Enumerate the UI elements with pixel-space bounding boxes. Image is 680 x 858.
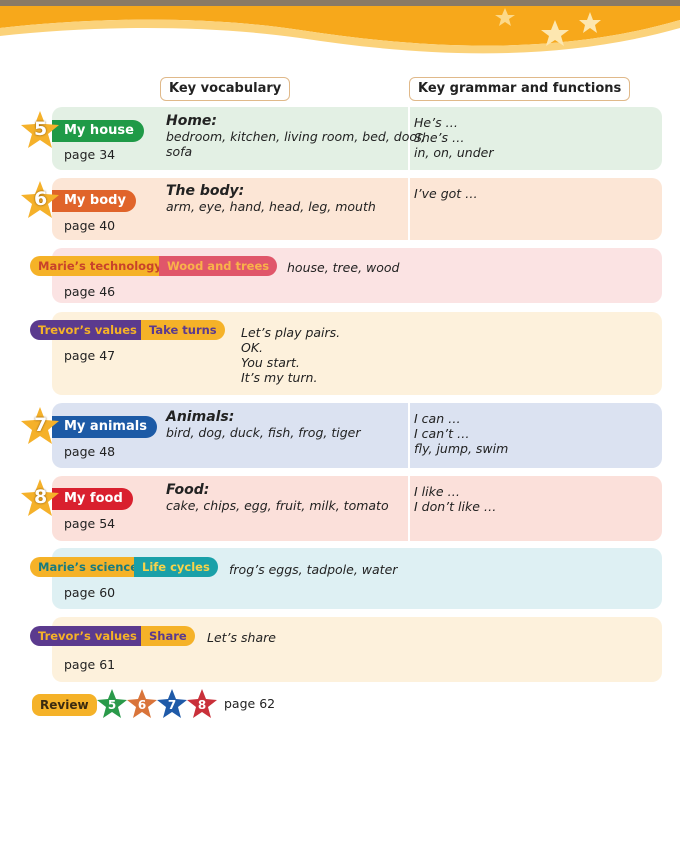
unit-page: page 46 <box>64 284 116 299</box>
grammar-cell: I like … I don’t like … <box>414 484 496 514</box>
marie-science-row: page 60 frog’s eggs, tadpole, water <box>52 548 662 609</box>
unit-number: 6 <box>34 188 48 210</box>
section-label[interactable]: Trevor’s values <box>30 626 145 646</box>
unit-7-row: page 48 Animals: bird, dog, duck, fish, … <box>52 403 662 468</box>
grammar-cell: I can … I can’t … fly, jump, swim <box>414 411 508 456</box>
unit-number: 5 <box>34 118 48 140</box>
unit-title-badge[interactable]: My body <box>52 190 136 212</box>
function-line: Let’s share <box>207 630 276 645</box>
vocab-topic: Food: <box>166 482 210 498</box>
unit-5-row: page 34 Home: bedroom, kitchen, living r… <box>52 107 662 170</box>
grammar-cell: I’ve got … <box>414 186 478 201</box>
vocab-words: house, tree, wood <box>287 260 400 275</box>
star-icon-8 <box>187 689 217 718</box>
section-label[interactable]: Marie’s science <box>30 557 147 577</box>
column-divider <box>408 476 410 541</box>
unit-title-badge[interactable]: My animals <box>52 416 157 438</box>
star-icon <box>495 8 515 26</box>
vocab-cell: Animals: bird, dog, duck, fish, frog, ti… <box>166 409 360 440</box>
section-topic[interactable]: Life cycles <box>134 557 218 577</box>
unit-page: page 60 <box>64 585 116 600</box>
function-line: It’s my turn. <box>241 370 318 385</box>
grammar-line: fly, jump, swim <box>414 441 509 456</box>
review-stars: 5 6 7 8 <box>97 689 217 718</box>
star-icon-5 <box>97 689 127 718</box>
section-label[interactable]: Trevor’s values <box>30 320 145 340</box>
vocab-cell: Food: cake, chips, egg, fruit, milk, tom… <box>166 482 389 513</box>
section-label[interactable]: Marie’s technology <box>30 256 170 276</box>
vocab-words-cont: sofa <box>166 144 193 159</box>
star-icon-7 <box>157 689 187 718</box>
star-icon <box>21 479 59 516</box>
section-topic[interactable]: Take turns <box>141 320 225 340</box>
unit-page: page 34 <box>64 147 116 162</box>
star-icon <box>541 20 569 46</box>
grammar-line: She’s … <box>414 130 465 145</box>
unit-title-badge[interactable]: My food <box>52 488 133 510</box>
vocab-topic: The body: <box>166 183 245 199</box>
vocab-cell: The body: arm, eye, hand, head, leg, mou… <box>166 183 376 214</box>
star-icon <box>21 407 59 444</box>
review-page: page 62 <box>224 696 276 711</box>
vocab-words: arm, eye, hand, head, leg, mouth <box>166 199 376 214</box>
section-topic[interactable]: Share <box>141 626 195 646</box>
column-divider <box>408 403 410 468</box>
review-badge[interactable]: Review <box>32 694 97 716</box>
unit-number: 8 <box>34 486 48 508</box>
unit-number: 7 <box>34 414 48 436</box>
vocab-words: frog’s eggs, tadpole, water <box>229 562 398 577</box>
unit-page: page 47 <box>64 348 116 363</box>
star-icon <box>579 12 601 33</box>
unit-8-row: page 54 Food: cake, chips, egg, fruit, m… <box>52 476 662 541</box>
unit-page: page 54 <box>64 516 116 531</box>
function-line: You start. <box>241 355 300 370</box>
column-divider <box>408 178 410 240</box>
unit-page: page 48 <box>64 444 116 459</box>
vocab-cell: Home: bedroom, kitchen, living room, bed… <box>166 113 425 159</box>
grammar-line: I like … <box>414 484 461 499</box>
grammar-line: He’s … <box>414 115 459 130</box>
trevor-values-row: page 61 Let’s share <box>52 617 662 682</box>
grammar-line: I’ve got … <box>414 186 478 201</box>
review-star-number: 6 <box>138 698 146 712</box>
vocab-words: cake, chips, egg, fruit, milk, tomato <box>166 498 389 513</box>
key-grammar-header: Key grammar and functions <box>409 77 631 101</box>
grammar-line: in, on, under <box>414 145 494 160</box>
top-banner <box>0 0 680 54</box>
grammar-line: I can … <box>414 411 461 426</box>
star-icon-6 <box>127 689 157 718</box>
unit-page: page 40 <box>64 218 116 233</box>
function-line: Let’s play pairs. <box>241 325 341 340</box>
unit-6-row: page 40 The body: arm, eye, hand, head, … <box>52 178 662 240</box>
function-line: OK. <box>241 340 264 355</box>
unit-title-badge[interactable]: My house <box>52 120 144 142</box>
section-topic[interactable]: Wood and trees <box>159 256 278 276</box>
star-icon <box>21 181 59 218</box>
functions-cell: Let’s play pairs. OK. You start. It’s my… <box>241 325 340 385</box>
vocab-words: bedroom, kitchen, living room, bed, door… <box>166 129 425 144</box>
grammar-cell: He’s … She’s … in, on, under <box>414 115 493 160</box>
vocab-topic: Animals: <box>166 409 235 425</box>
column-divider <box>408 107 410 170</box>
vocab-topic: Home: <box>166 113 218 129</box>
grammar-line: I can’t … <box>414 426 470 441</box>
review-star-number: 8 <box>198 698 206 712</box>
review-star-number: 5 <box>108 698 116 712</box>
unit-page: page 61 <box>64 657 116 672</box>
vocab-words: bird, dog, duck, fish, frog, tiger <box>166 425 361 440</box>
star-icon <box>21 111 59 148</box>
grammar-line: I don’t like … <box>414 499 497 514</box>
review-star-number: 7 <box>168 698 176 712</box>
key-vocabulary-header: Key vocabulary <box>160 77 291 101</box>
